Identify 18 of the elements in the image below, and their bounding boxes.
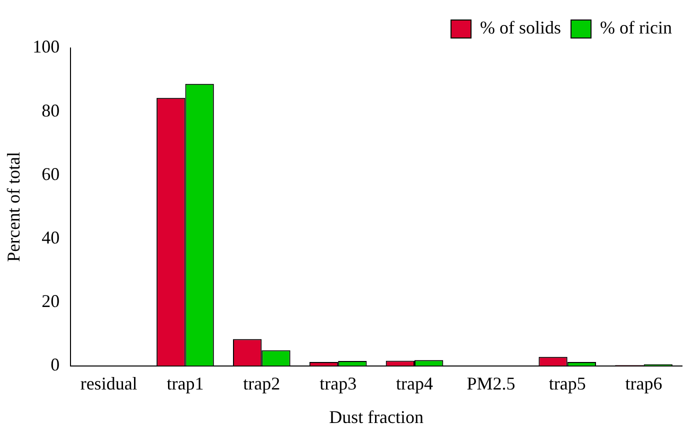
x-tick-label: trap5 xyxy=(548,373,586,394)
y-tick-label: 80 xyxy=(42,100,60,120)
x-tick-label: trap4 xyxy=(396,373,434,394)
x-tick-label: trap1 xyxy=(166,373,204,394)
x-tick-label: trap6 xyxy=(625,373,662,394)
x-tick-label: residual xyxy=(80,373,138,394)
x-tick-label: PM2.5 xyxy=(466,373,516,394)
y-axis-title: Percent of total xyxy=(4,152,24,262)
y-tick-label: 40 xyxy=(42,227,60,248)
y-tick-label: 0 xyxy=(50,354,60,375)
x-tick-label: trap3 xyxy=(320,373,357,394)
y-tick-label: 100 xyxy=(32,36,60,57)
legend-label: % of ricin xyxy=(600,18,672,38)
x-axis-title: Dust fraction xyxy=(329,406,424,427)
x-tick-label: trap2 xyxy=(243,373,280,394)
legend-label: % of solids xyxy=(480,18,562,38)
y-tick-label: 60 xyxy=(42,164,60,184)
y-tick-label: 20 xyxy=(42,290,60,311)
